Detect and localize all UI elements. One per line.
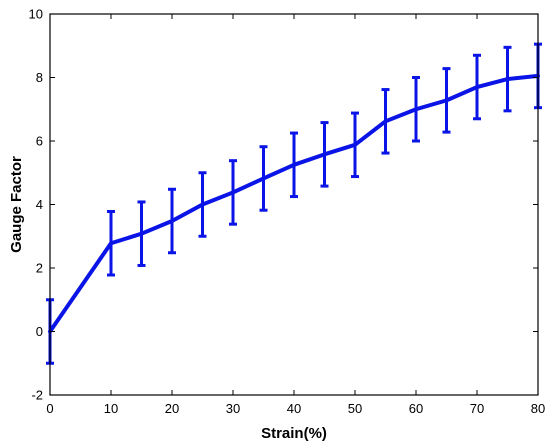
x-tick-label: 40 [287, 401, 301, 416]
x-tick-label: 10 [104, 401, 118, 416]
y-tick-label: -2 [31, 388, 43, 403]
y-tick-label: 6 [36, 134, 43, 149]
plot-area [46, 42, 542, 365]
x-axis-label: Strain(%) [261, 425, 327, 442]
x-tick-label: 30 [226, 401, 240, 416]
x-tick-label: 60 [409, 401, 423, 416]
y-tick-label: 2 [36, 261, 43, 276]
y-tick-label: 0 [36, 324, 43, 339]
y-axis-label: Gauge Factor [8, 156, 25, 253]
y-tick-label: 8 [36, 70, 43, 85]
plot-frame [49, 13, 539, 396]
x-tick-label: 80 [531, 401, 545, 416]
y-tick-label: 4 [36, 197, 43, 212]
y-tick-label: 10 [29, 7, 43, 22]
x-tick-label: 0 [46, 401, 53, 416]
x-tick-label: 50 [348, 401, 362, 416]
series-line [48, 73, 540, 334]
x-tick-label: 70 [470, 401, 484, 416]
x-tick-label: 20 [165, 401, 179, 416]
